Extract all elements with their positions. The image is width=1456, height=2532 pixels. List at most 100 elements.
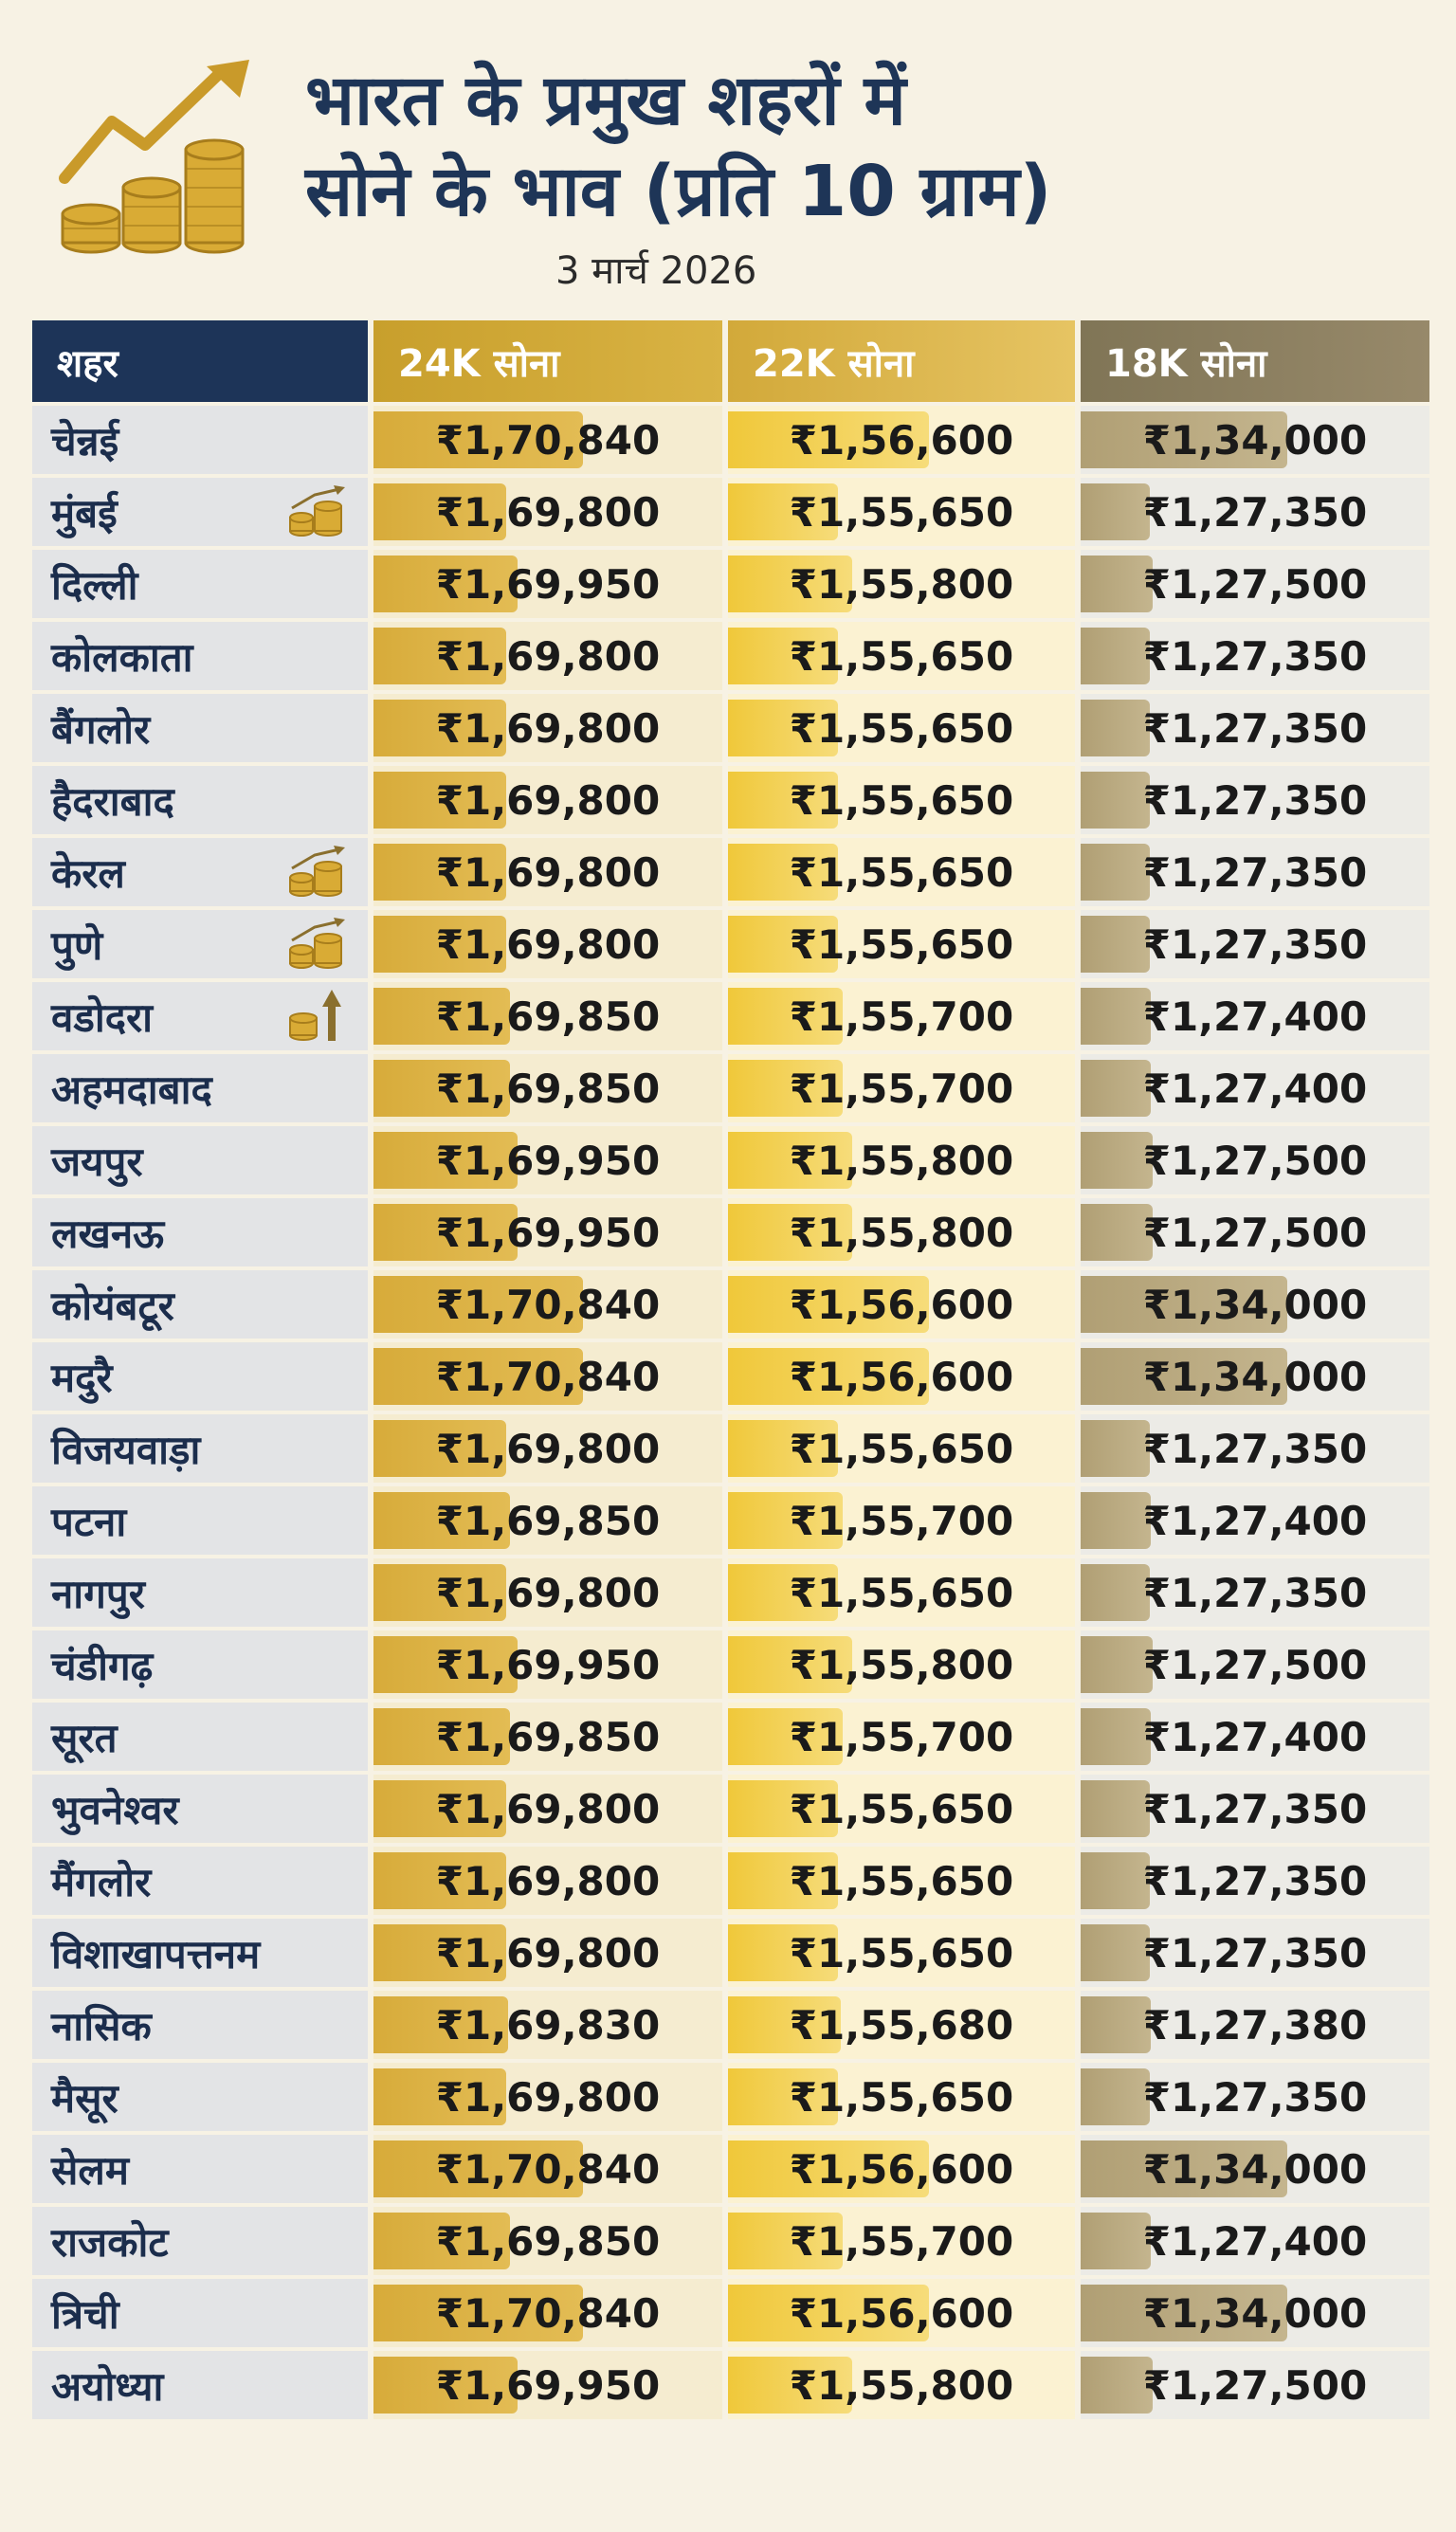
price-bar [1081, 1276, 1287, 1333]
price-22k-cell: ₹1,55,700 [728, 1703, 1075, 1771]
price-bar [373, 1420, 506, 1477]
price-18k-cell: ₹1,27,350 [1081, 1847, 1429, 1915]
price-value: ₹1,55,650 [789, 488, 1014, 536]
city-name: अयोध्या [51, 2362, 164, 2410]
city-cell: पुणे [32, 910, 368, 978]
table-row: मुंबई ₹1,69,800 ₹1,55,650 ₹1,27,350 [32, 478, 1429, 546]
price-bar [1081, 916, 1150, 973]
city-name: त्रिची [51, 2290, 119, 2338]
header: भारत के प्रमुख शहरों में सोने के भाव (प्… [0, 0, 1456, 313]
table-row: पटना ₹1,69,850 ₹1,55,700 ₹1,27,400 [32, 1486, 1429, 1555]
coins-up-trend-icon [289, 918, 345, 969]
price-22k-cell: ₹1,55,650 [728, 1847, 1075, 1915]
price-value: ₹1,56,600 [789, 2289, 1014, 2337]
price-bar [728, 1060, 843, 1117]
price-22k-cell: ₹1,56,600 [728, 406, 1075, 474]
price-24k-cell: ₹1,69,850 [373, 982, 722, 1050]
city-name: पटना [51, 1498, 127, 1545]
table-row: दिल्ली ₹1,69,950 ₹1,55,800 ₹1,27,500 [32, 550, 1429, 618]
price-value: ₹1,56,600 [789, 1281, 1014, 1328]
city-name: सेलम [51, 2146, 129, 2194]
price-24k-cell: ₹1,69,800 [373, 766, 722, 834]
price-22k-cell: ₹1,55,800 [728, 550, 1075, 618]
price-value: ₹1,27,400 [1142, 993, 1368, 1040]
table-row: अहमदाबाद ₹1,69,850 ₹1,55,700 ₹1,27,400 [32, 1054, 1429, 1122]
price-22k-cell: ₹1,55,700 [728, 2207, 1075, 2275]
price-bar [373, 844, 506, 901]
city-name: कोयंबटूर [51, 1282, 174, 1329]
table-row: चंडीगढ़ ₹1,69,950 ₹1,55,800 ₹1,27,500 [32, 1630, 1429, 1699]
price-18k-cell: ₹1,27,350 [1081, 766, 1429, 834]
price-22k-cell: ₹1,55,700 [728, 1054, 1075, 1122]
city-cell: कोयंबटूर [32, 1270, 368, 1339]
city-cell: मदुरै [32, 1342, 368, 1411]
price-18k-cell: ₹1,27,350 [1081, 1919, 1429, 1987]
price-value: ₹1,69,850 [435, 2217, 661, 2265]
price-22k-cell: ₹1,55,650 [728, 1919, 1075, 1987]
city-name: केरल [51, 849, 125, 897]
price-18k-cell: ₹1,27,400 [1081, 1486, 1429, 1555]
price-value: ₹1,27,400 [1142, 2217, 1368, 2265]
city-name: विशाखापत्तनम [51, 1930, 261, 1977]
price-bar [728, 1132, 852, 1189]
city-name: लखनऊ [51, 1210, 165, 1257]
city-name: भुवनेश्वर [51, 1786, 179, 1833]
city-name: हैदराबाद [51, 777, 174, 825]
price-value: ₹1,69,800 [435, 1857, 661, 1904]
price-value: ₹1,27,350 [1142, 848, 1368, 896]
price-bar [373, 1564, 506, 1621]
price-18k-cell: ₹1,34,000 [1081, 406, 1429, 474]
price-value: ₹1,34,000 [1142, 2289, 1368, 2337]
price-bar [373, 988, 510, 1045]
price-24k-cell: ₹1,69,800 [373, 1414, 722, 1483]
price-22k-cell: ₹1,55,650 [728, 1414, 1075, 1483]
price-value: ₹1,55,650 [789, 776, 1014, 824]
price-value: ₹1,69,800 [435, 1929, 661, 1976]
price-22k-cell: ₹1,55,700 [728, 982, 1075, 1050]
table-row: नागपुर ₹1,69,800 ₹1,55,650 ₹1,27,350 [32, 1558, 1429, 1627]
price-bar [1081, 628, 1150, 684]
price-value: ₹1,56,600 [789, 1353, 1014, 1400]
price-bar [728, 483, 838, 540]
price-18k-cell: ₹1,27,350 [1081, 694, 1429, 762]
price-bar [1081, 772, 1150, 829]
city-name: नागपुर [51, 1570, 145, 1617]
price-bar [728, 1924, 838, 1981]
price-value: ₹1,27,500 [1142, 1209, 1368, 1256]
price-18k-cell: ₹1,34,000 [1081, 2279, 1429, 2347]
city-cell: नासिक [32, 1991, 368, 2059]
city-name: दिल्ली [51, 561, 138, 609]
price-bar [1081, 1204, 1153, 1261]
price-value: ₹1,69,800 [435, 920, 661, 968]
price-bar [728, 2068, 838, 2125]
price-value: ₹1,55,650 [789, 1857, 1014, 1904]
price-18k-cell: ₹1,34,000 [1081, 2135, 1429, 2203]
table-row: बैंगलोर ₹1,69,800 ₹1,55,650 ₹1,27,350 [32, 694, 1429, 762]
price-22k-cell: ₹1,55,650 [728, 622, 1075, 690]
price-bar [1081, 1708, 1151, 1765]
price-bar [728, 1852, 838, 1909]
price-bar [1081, 1996, 1151, 2053]
table-row: सूरत ₹1,69,850 ₹1,55,700 ₹1,27,400 [32, 1703, 1429, 1771]
price-value: ₹1,27,350 [1142, 1857, 1368, 1904]
price-18k-cell: ₹1,27,500 [1081, 2351, 1429, 2419]
price-bar [373, 916, 506, 973]
price-22k-cell: ₹1,55,650 [728, 766, 1075, 834]
city-cell: विजयवाड़ा [32, 1414, 368, 1483]
price-24k-cell: ₹1,69,950 [373, 550, 722, 618]
city-name: नासिक [51, 2002, 152, 2049]
price-18k-cell: ₹1,27,350 [1081, 622, 1429, 690]
price-bar [373, 628, 506, 684]
city-name: जयपुर [51, 1138, 143, 1185]
price-18k-cell: ₹1,27,350 [1081, 1558, 1429, 1627]
price-22k-cell: ₹1,56,600 [728, 2279, 1075, 2347]
price-bar [728, 1348, 929, 1405]
price-bar [373, 1996, 508, 2053]
price-bar [373, 2357, 518, 2414]
price-22k-cell: ₹1,56,600 [728, 2135, 1075, 2203]
price-value: ₹1,55,650 [789, 632, 1014, 680]
price-value: ₹1,69,850 [435, 1065, 661, 1112]
price-value: ₹1,69,850 [435, 1497, 661, 1544]
date-label: 3 मार्च 2026 [555, 249, 757, 293]
price-value: ₹1,27,350 [1142, 1785, 1368, 1832]
